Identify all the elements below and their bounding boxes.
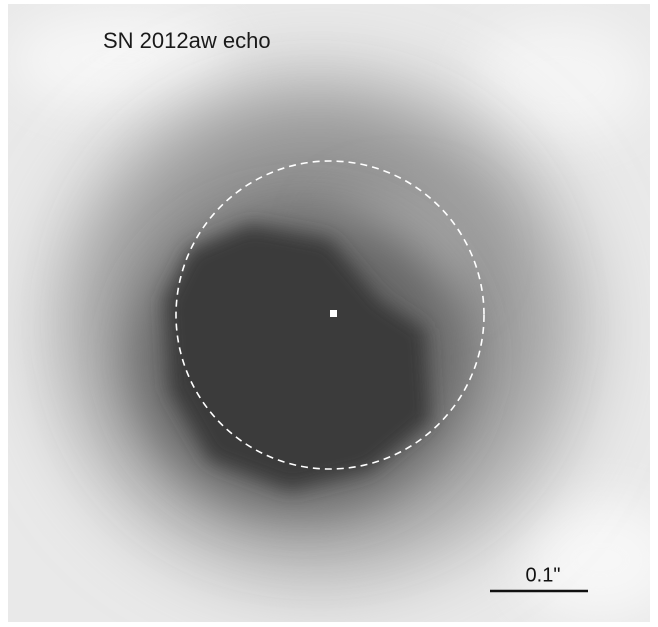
core (165, 225, 430, 490)
aperture-circle (175, 160, 485, 470)
scale-bar-label: 0.1" (526, 564, 561, 586)
image-field (8, 4, 650, 622)
label: SN 2012aw echo (103, 28, 271, 53)
sky-patch (470, 20, 650, 140)
sky-patch (10, 10, 230, 110)
sn-position (330, 310, 337, 317)
